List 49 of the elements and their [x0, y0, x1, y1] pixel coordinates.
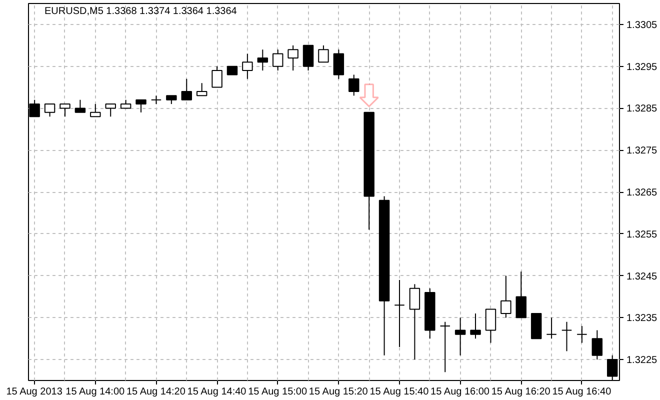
x-tick-label: 15 Aug 16:00 [430, 386, 490, 398]
y-tick-label: 1.3305 [626, 20, 658, 31]
candlestick [470, 312, 481, 340]
y-tick-label: 1.3245 [626, 271, 658, 282]
y-tick-label: 1.3265 [626, 188, 658, 198]
candlestick [105, 104, 116, 118]
candlestick [74, 99, 86, 113]
candlestick [394, 279, 405, 348]
candlestick [181, 78, 192, 100]
candlestick [212, 66, 222, 88]
x-tick-label: 15 Aug 14:00 [66, 386, 126, 398]
x-tick-label: 15 Aug 14:40 [187, 386, 247, 398]
candlestick [288, 44, 298, 72]
x-tick-label: 15 Aug 2013 [6, 386, 63, 398]
candlestick [516, 271, 526, 318]
candlestick [257, 49, 268, 72]
x-tick-label: 15 Aug 15:00 [248, 386, 308, 398]
candlestick [485, 308, 496, 344]
x-tick-label: 15 Aug 16:20 [491, 386, 551, 398]
candlestick [136, 99, 146, 113]
candlestick [500, 275, 512, 318]
candlestick [440, 321, 450, 373]
y-tick-label: 1.3285 [626, 104, 658, 115]
y-tick-label: 1.3275 [626, 146, 658, 157]
candlestick [454, 317, 466, 356]
candlestick [90, 104, 101, 118]
candlestick [561, 321, 572, 352]
chart-title: EURUSD,M5 1.3368 1.3374 1.3364 1.3364 [44, 6, 238, 17]
candlestick [60, 104, 70, 118]
x-tick-label: 15 Aug 15:20 [308, 386, 368, 398]
candlestick [333, 49, 344, 80]
x-tick-label: 15 Aug 16:40 [552, 386, 612, 398]
y-tick-label: 1.3235 [626, 313, 658, 324]
candlestick [242, 53, 253, 80]
candlestick [576, 326, 588, 344]
candlestick [592, 330, 603, 360]
candlestick [196, 82, 208, 96]
candlestick [44, 104, 56, 118]
x-tick-label: 15 Aug 14:20 [126, 386, 186, 398]
candlestick [348, 74, 360, 96]
candlestick [302, 44, 314, 72]
candlestick [318, 44, 329, 63]
y-tick-label: 1.3255 [626, 229, 658, 240]
candlestick [409, 284, 420, 360]
candlestick [546, 317, 557, 340]
y-tick-label: 1.3225 [626, 355, 658, 366]
y-tick-label: 1.3295 [626, 62, 658, 73]
candlestick [272, 49, 284, 72]
x-tick-label: 15 Aug 15:40 [370, 386, 430, 398]
